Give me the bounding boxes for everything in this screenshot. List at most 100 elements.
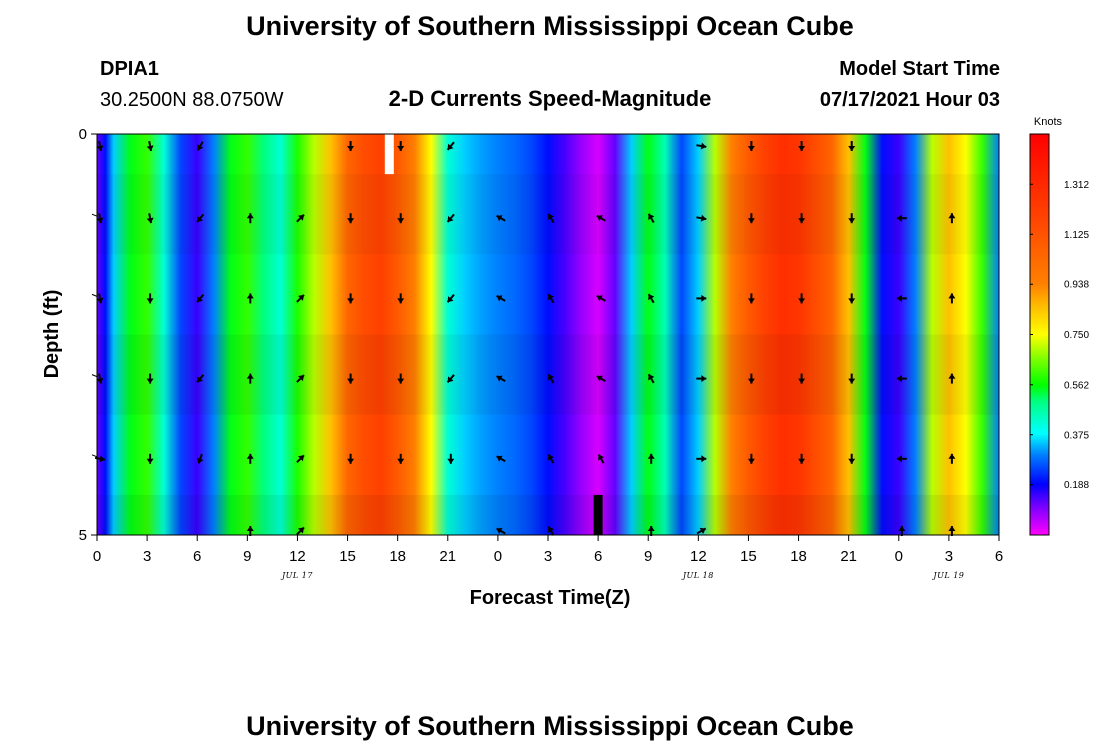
vector-head (96, 297, 104, 304)
current-vector (647, 453, 655, 464)
y-minor-tick (91, 454, 98, 458)
vector-head (246, 526, 254, 531)
vector-head (848, 458, 856, 464)
vector-head (397, 378, 405, 384)
current-vector (596, 375, 606, 382)
vector-head (146, 298, 154, 304)
plot-area (94, 133, 1000, 536)
vector-head (298, 294, 304, 301)
x-tick-label: 6 (594, 548, 602, 565)
current-vector (446, 374, 455, 384)
current-vector (547, 293, 555, 304)
current-vector (496, 214, 506, 222)
x-tick-label: 6 (193, 548, 201, 565)
vector-head (246, 293, 254, 299)
vector-head (747, 378, 755, 384)
vector-head (747, 298, 755, 304)
station-id: DPIA1 (100, 58, 159, 80)
current-vector (146, 453, 154, 464)
vector-head (948, 293, 956, 299)
vector-head (146, 458, 154, 464)
vector-head (548, 374, 554, 381)
colorbar-tick-label: 1.312 (1064, 180, 1089, 191)
vector-head (298, 455, 304, 462)
current-vector (798, 213, 806, 224)
current-vector (397, 373, 405, 384)
vector-head (747, 146, 755, 151)
vector-head (347, 218, 355, 224)
x-tick-label: 12 (289, 548, 306, 565)
vector-head (848, 378, 856, 384)
vector-head (197, 376, 203, 383)
vector-head (146, 217, 154, 224)
current-vector (547, 453, 555, 464)
vector-head (596, 295, 603, 302)
vector-head (447, 143, 454, 150)
vector-head (347, 298, 355, 304)
vector-head (948, 526, 956, 531)
vector-head (647, 526, 655, 531)
vector-head (948, 213, 956, 219)
vector-head (447, 216, 454, 222)
current-vector (96, 293, 104, 304)
x-axis: 0 3 6 9 12 15 18 21 0 3 6 9 12 15 18 21 0 3 6 JUL 17 JUL 18… (93, 535, 1003, 580)
current-vector (747, 141, 755, 151)
vector-head (397, 218, 405, 224)
y-minor-tick (91, 293, 98, 297)
x-tick-label: 0 (895, 548, 903, 565)
current-vector (798, 293, 806, 304)
x-tick-label: 3 (544, 548, 552, 565)
vector-head (196, 457, 204, 464)
vector-head (747, 218, 755, 224)
current-vector (547, 526, 555, 536)
current-vector (747, 373, 755, 384)
vector-head (447, 296, 454, 303)
colorbar-tick-label: 1.125 (1064, 230, 1089, 241)
vector-head (496, 215, 503, 222)
vector-head (496, 527, 503, 534)
current-vector (246, 213, 254, 224)
vector-head (246, 373, 254, 379)
current-vector (747, 293, 755, 304)
vector-head (896, 455, 902, 463)
current-vector (896, 294, 907, 302)
current-vector (296, 294, 305, 303)
current-vector (647, 526, 655, 536)
vector-head (798, 458, 806, 464)
vector-head (298, 214, 304, 221)
current-vector (496, 375, 506, 382)
current-vector (447, 453, 455, 464)
current-vector (196, 374, 205, 384)
vector-head (700, 142, 707, 150)
current-vector (496, 295, 506, 302)
vector-head (700, 214, 707, 222)
current-vector (547, 373, 555, 384)
vector-head (496, 375, 503, 382)
current-vector (896, 375, 907, 383)
vector-head (96, 145, 104, 151)
current-vector (798, 373, 806, 384)
vector-head (798, 218, 806, 224)
vector-head (397, 146, 405, 151)
current-vector (848, 293, 856, 304)
current-vector (948, 453, 956, 464)
current-vector (747, 453, 755, 464)
current-vector (647, 293, 655, 304)
vector-head (246, 453, 254, 459)
current-vector (696, 455, 707, 463)
missing-data-cell (384, 134, 394, 175)
y-axis-label: Depth (ft) (41, 290, 63, 379)
current-vector (647, 213, 655, 224)
colorbar-unit: Knots (1034, 116, 1063, 128)
current-vector (146, 213, 154, 224)
current-vector (347, 141, 355, 151)
current-vector (798, 141, 806, 151)
model-start-value: 07/17/2021 Hour 03 (820, 89, 1000, 111)
colorbar-ticks: 0.188 0.375 0.562 0.750 0.938 1.125 1.312 (1030, 180, 1089, 491)
x-tick-label: 9 (243, 548, 251, 565)
x-axis-label: Forecast Time(Z) (470, 587, 631, 609)
vector-head (397, 458, 405, 464)
vector-head (197, 216, 203, 222)
y-axis: 05 (79, 126, 98, 544)
